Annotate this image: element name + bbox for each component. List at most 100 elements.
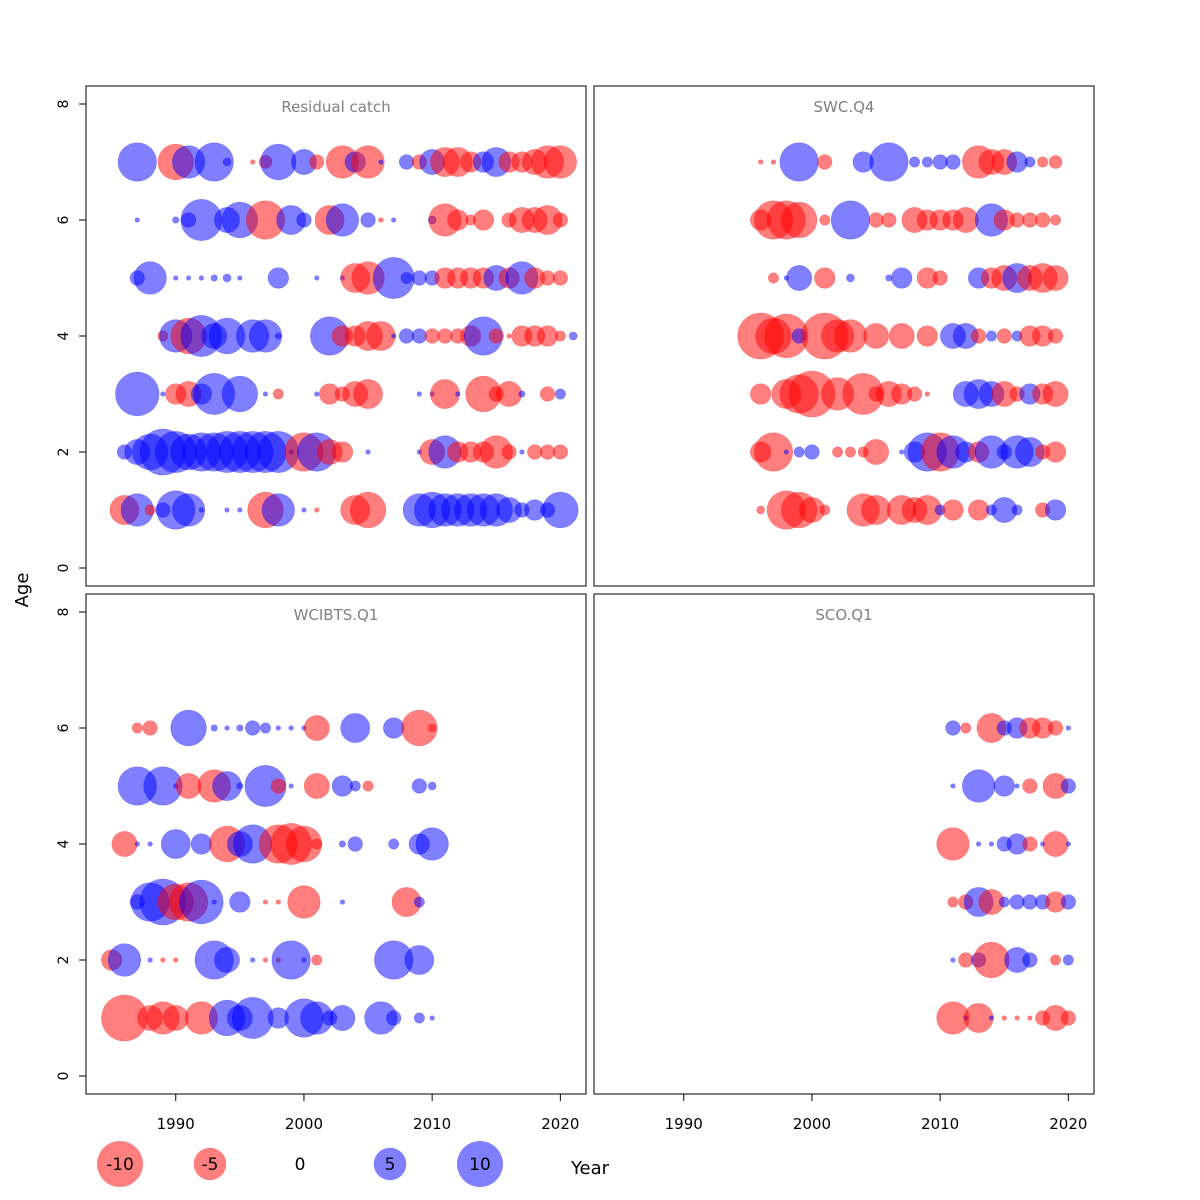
residual-bubble (237, 275, 243, 281)
residual-bubble (416, 391, 422, 397)
residual-bubble (552, 444, 568, 460)
residual-bubble (924, 391, 930, 397)
y-tick-label: 6 (56, 215, 72, 224)
residual-bubble (936, 827, 970, 861)
residual-bubble (527, 444, 543, 460)
residual-bubble (1027, 1015, 1033, 1021)
residual-bubble (270, 778, 286, 794)
residual-bubble (950, 783, 956, 789)
residual-bubble (804, 444, 820, 460)
residual-bubble (391, 217, 397, 223)
panel-4: SCO.Q1 1990 2000 2010 2020 (593, 593, 1095, 1133)
residual-bubble (211, 899, 217, 905)
residual-bubble (861, 495, 891, 525)
residual-bubble (430, 379, 460, 409)
residual-bubble (539, 444, 556, 460)
residual-bubble (881, 212, 897, 228)
residual-bubble (1042, 831, 1069, 857)
residual-bubble (386, 1010, 402, 1026)
residual-bubble (210, 274, 218, 282)
residual-bubble (115, 371, 160, 417)
size-legend: -10 -5 0 5 10 (97, 1141, 503, 1187)
residual-bubble (844, 446, 856, 458)
y-tick-label: 8 (56, 608, 72, 617)
residual-bubble (958, 952, 974, 968)
residual-bubble (1047, 720, 1064, 736)
residual-bubble (236, 724, 244, 732)
residual-bubble (133, 261, 167, 295)
residual-bubble (962, 769, 996, 803)
residual-bubble (542, 491, 579, 529)
residual-bubble (750, 383, 772, 405)
residual-bubble (160, 957, 166, 963)
residual-bubble (260, 143, 297, 181)
residual-bubble (770, 159, 777, 165)
residual-bubble (237, 507, 243, 513)
residual-bubble (198, 275, 204, 281)
residual-bubble (107, 943, 142, 977)
residual-bubble (781, 201, 818, 239)
residual-bubble (973, 941, 1010, 979)
residual-bubble (960, 722, 972, 734)
residual-bubble (388, 838, 400, 850)
residual-bubble (250, 957, 256, 963)
residual-bubble (179, 879, 224, 925)
residual-bubble (172, 493, 206, 527)
residual-bubble (554, 330, 566, 342)
residual-bubble (170, 709, 207, 747)
residual-bubble (793, 446, 805, 458)
residual-bubble (1044, 441, 1067, 463)
residual-bubble (415, 827, 449, 861)
legend-label: -5 (202, 1155, 219, 1175)
residual-bubble (214, 947, 240, 973)
residual-bubble (1060, 778, 1076, 794)
residual-bubble (814, 267, 836, 289)
y-tick-label: 2 (56, 448, 72, 457)
residual-bubble (968, 499, 990, 521)
residual-bubble (488, 328, 504, 344)
residual-bubble (173, 957, 179, 963)
residual-bubble (429, 1015, 435, 1021)
residual-bubble (1022, 894, 1038, 910)
legend-label: 5 (385, 1155, 396, 1175)
residual-bubble (262, 957, 269, 963)
residual-bubble (262, 391, 269, 397)
residual-bubble (271, 940, 311, 980)
residual-bubble (340, 713, 371, 743)
residual-bubble (301, 957, 307, 963)
residual-bubble (1022, 836, 1038, 852)
residual-bubble (1050, 214, 1061, 226)
residual-bubble (906, 386, 923, 402)
residual-bubble (185, 275, 192, 281)
residual-bubble (411, 778, 427, 794)
residual-bubble (437, 328, 453, 344)
residual-bubble (942, 499, 964, 521)
panel-frame (593, 593, 1095, 1095)
panel-3: WCIBTS.Q1 0 2 4 6 8 1990 2000 2010 2020 (56, 593, 587, 1133)
residual-bubble (144, 504, 156, 516)
residual-bubble (160, 391, 166, 397)
legend-label: 10 (469, 1155, 491, 1175)
panel-1: Residual catch 0 2 4 6 8 (56, 85, 587, 587)
residual-bubble (783, 449, 789, 455)
legend-bubble (193, 1147, 227, 1181)
residual-bubble (314, 275, 320, 281)
residual-bubble (231, 997, 274, 1039)
panel-title: SCO.Q1 (815, 606, 872, 624)
residual-bubble (1065, 841, 1071, 847)
residual-bubble (349, 491, 387, 529)
residual-bubble (868, 212, 884, 228)
residual-bubble (309, 154, 325, 170)
residual-bubble (360, 212, 376, 228)
residual-bubble (147, 957, 153, 963)
residual-bubble (288, 783, 294, 789)
residual-bubble (353, 379, 383, 409)
residual-bubble (909, 156, 920, 168)
legend-bubble (373, 1147, 407, 1181)
residual-bubble (1022, 778, 1038, 794)
residual-bubble (391, 333, 397, 339)
y-tick-label: 4 (56, 839, 72, 848)
residual-bubble (411, 270, 427, 286)
residual-bubble (1065, 725, 1071, 731)
y-axis-label: Age (12, 573, 33, 608)
